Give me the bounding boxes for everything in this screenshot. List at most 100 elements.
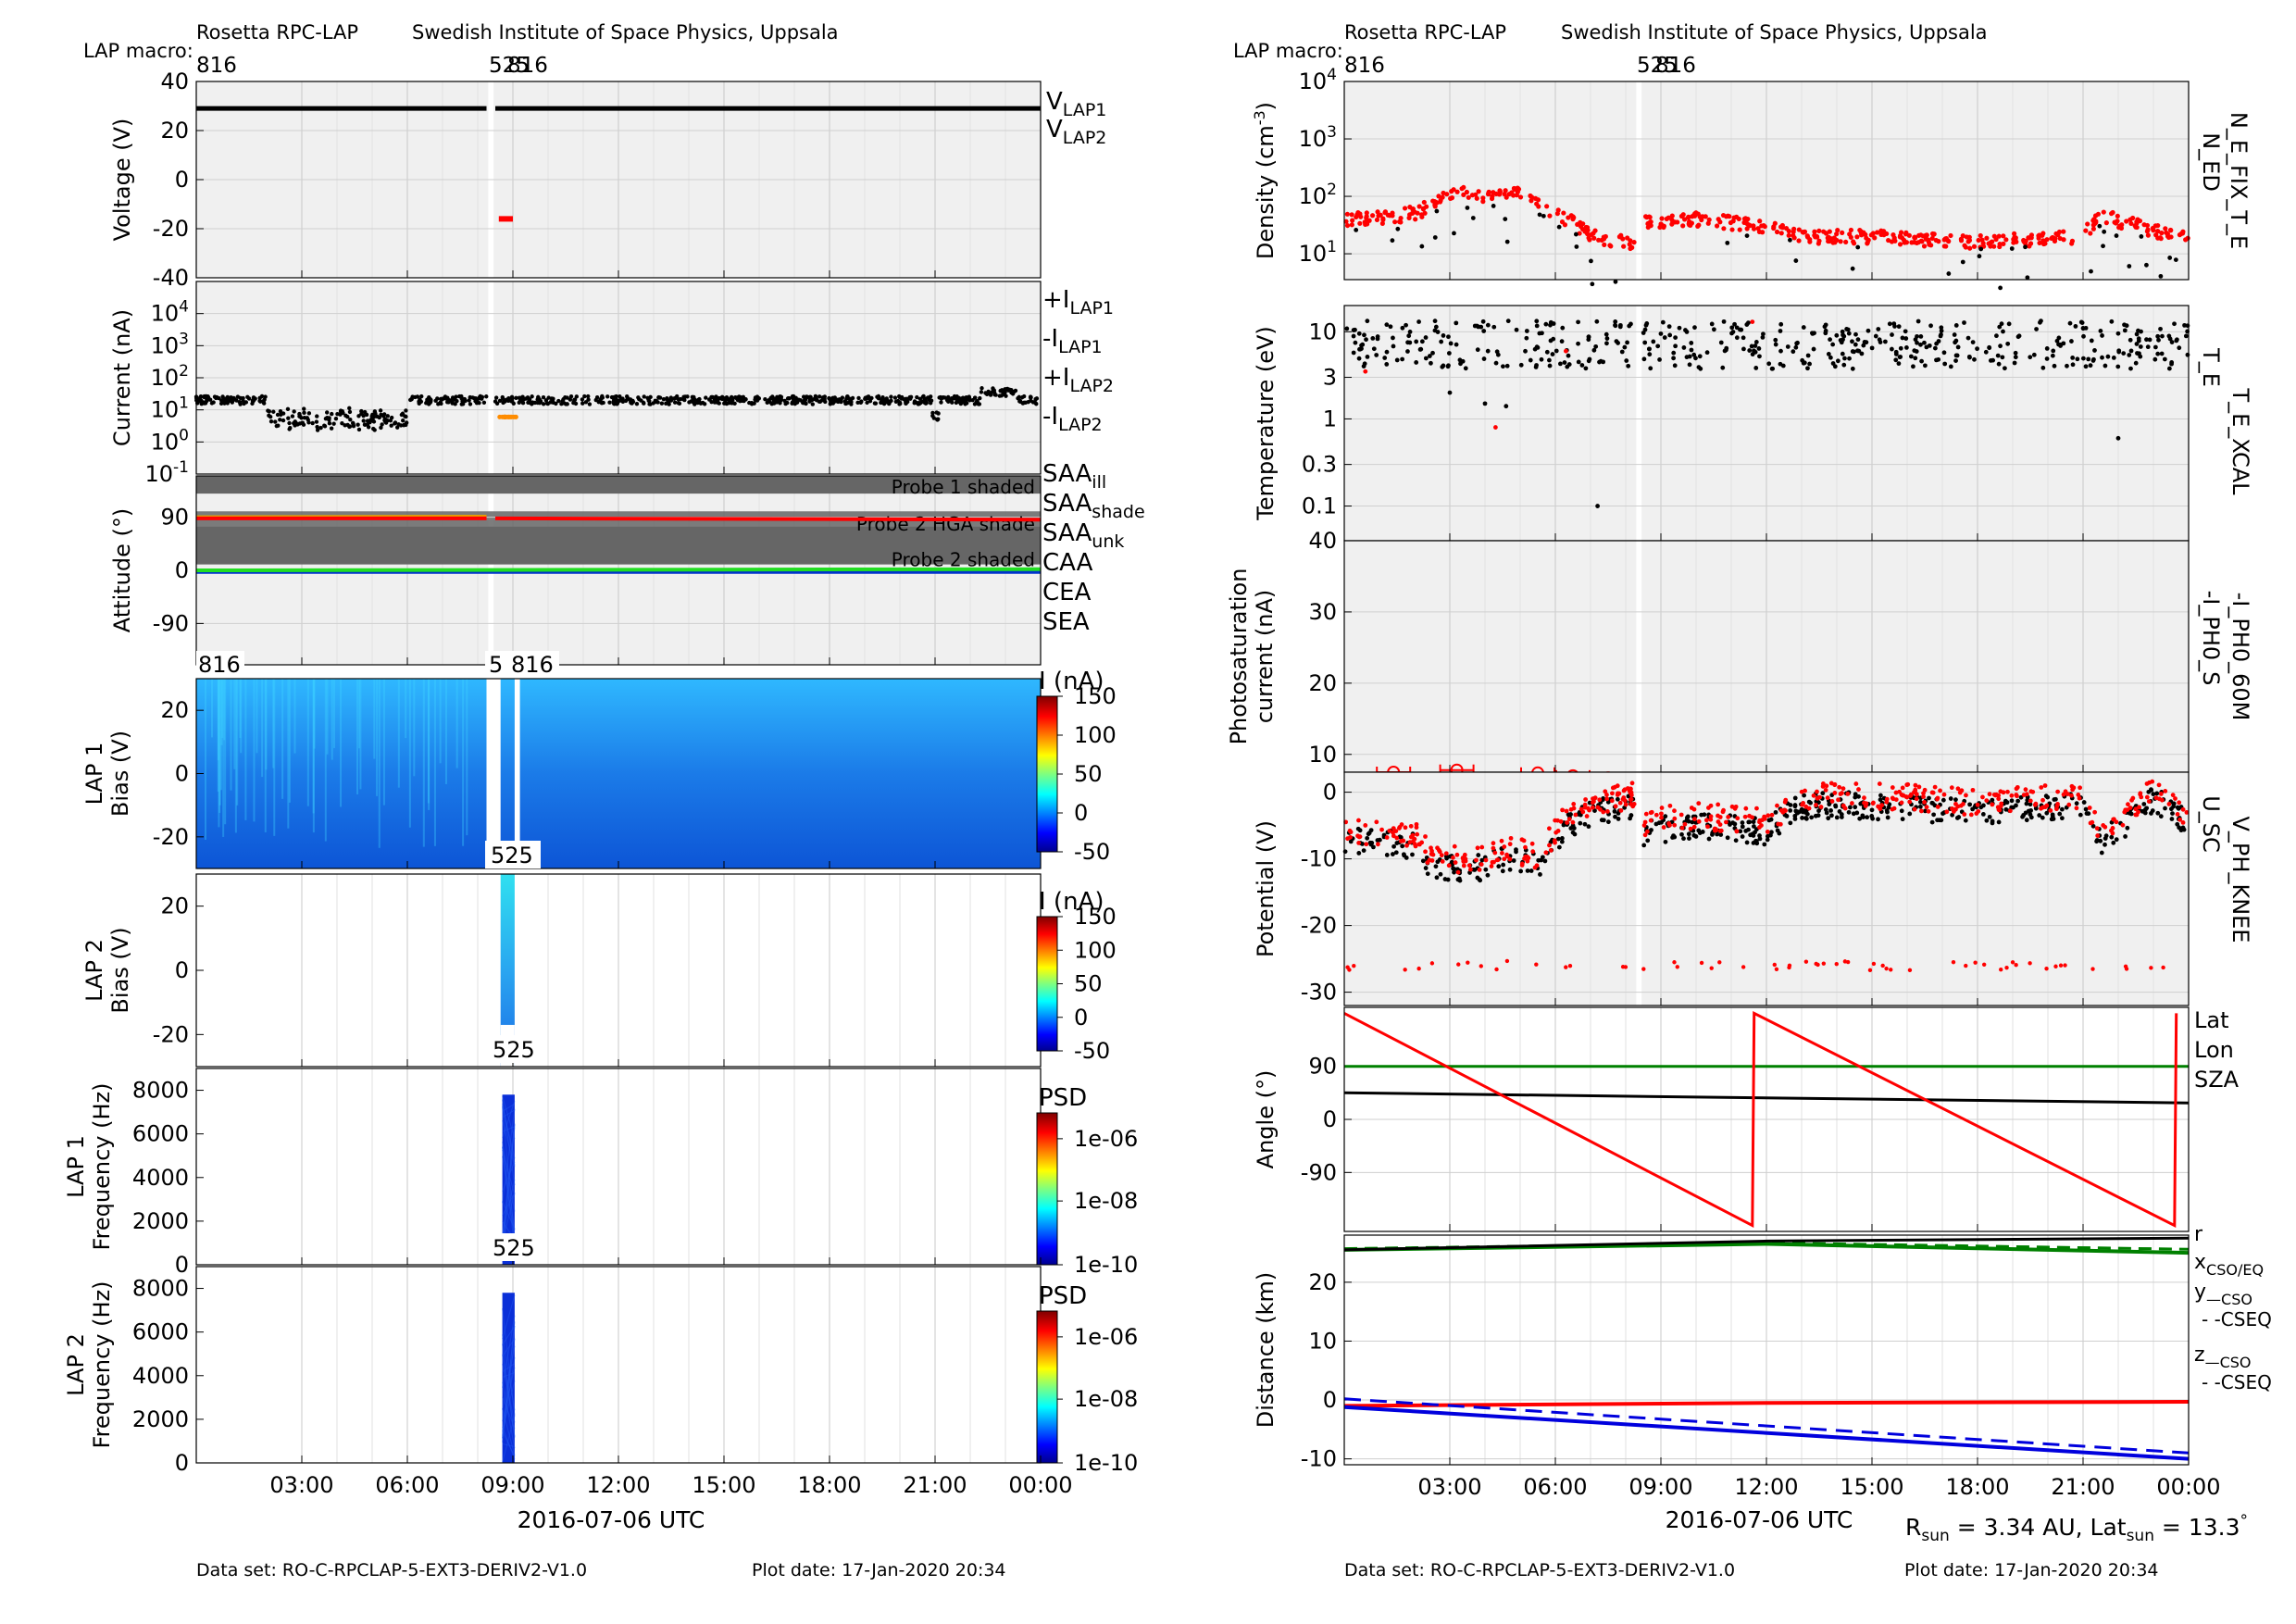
potential-vph-point — [1394, 835, 1400, 841]
temperature-ytick-label: 1 — [1323, 406, 1337, 431]
temperature-te-point — [2000, 355, 2005, 360]
current-lap1-point — [998, 388, 1003, 394]
lap1-bias-streak — [222, 679, 225, 837]
potential-vph-point — [1659, 806, 1665, 810]
density-ned-point — [1631, 240, 1637, 245]
photosat-ylabel: Photosaturationcurrent (nA) — [1226, 568, 1278, 745]
potential-usc-point — [1568, 812, 1573, 817]
current-lap2-point — [505, 414, 510, 419]
potential-vph-point — [1628, 790, 1633, 795]
lap1-bias-colorbar-tick: 150 — [1074, 683, 1117, 709]
potential-vph-point — [1832, 781, 1838, 787]
left-macro-525: 525 — [489, 54, 530, 78]
potential-vph-point — [2039, 785, 2044, 790]
temperature-te-point — [1547, 363, 1553, 369]
temperature-te-point — [2156, 337, 2161, 343]
potential-vph-point — [2175, 812, 2180, 817]
current-lap1-point — [520, 401, 526, 406]
density-ned-point — [1920, 233, 1926, 239]
current-lap1-point — [329, 426, 334, 431]
potential-vph-point — [2110, 826, 2115, 831]
temperature-te-point — [2159, 351, 2165, 356]
potential-usc-point — [1948, 796, 1953, 801]
current-lap1-point — [281, 418, 286, 423]
density-ned-point — [1480, 195, 1486, 201]
current-lap1-point — [302, 416, 307, 420]
temperature-te-point — [1934, 341, 1940, 346]
potential-vph-point — [2144, 794, 2150, 800]
temperature-te-point — [2075, 356, 2080, 362]
current-lap1-point — [564, 402, 568, 406]
temperature-te-point — [1485, 348, 1491, 354]
current-lap1-point — [991, 386, 995, 391]
temperature-te-point — [1672, 363, 1678, 369]
temperature-te-point — [1932, 345, 1938, 351]
potential-usc-point — [2086, 811, 2091, 817]
potential-usc-point — [1601, 818, 1606, 823]
potential-vph-point — [1429, 961, 1435, 966]
density-nefix-point — [2023, 244, 2028, 250]
current-lap1-point — [343, 413, 348, 418]
current-lap1-point — [221, 397, 226, 402]
temperature-te-point — [1441, 333, 1446, 338]
current-lap1-point — [224, 397, 230, 402]
temperature-te-point — [1882, 339, 1888, 344]
temperature-te-point — [1997, 324, 2003, 330]
potential-vph-point — [1716, 802, 1721, 807]
potential-vph-point — [1379, 827, 1384, 832]
density-ned-point — [2069, 241, 2075, 246]
potential-usc-point — [2052, 797, 2057, 802]
potential-vph-point — [2137, 805, 2141, 810]
potential-usc-point — [1824, 810, 1829, 816]
current-lap1-point — [637, 396, 642, 402]
lap1-bias-ytick-label: 0 — [175, 761, 189, 787]
density-ned-point — [1628, 238, 1633, 244]
temperature-te-point — [1830, 361, 1836, 366]
potential-vph-point — [1475, 845, 1480, 851]
voltage-ytick-label: 20 — [160, 118, 189, 144]
potential-vph-point — [2066, 802, 2072, 807]
potential-vph-point — [1957, 790, 1963, 795]
potential-vph-point — [1387, 828, 1392, 833]
temperature-te-point — [1579, 363, 1585, 368]
temperature-te-point — [1711, 327, 1716, 332]
temperature-te-point — [1720, 365, 1726, 370]
potential-vph-point — [1672, 808, 1677, 814]
density-ned-point — [1897, 242, 1903, 247]
density-ned-point — [2011, 231, 2017, 236]
current-lap1-point — [931, 416, 937, 420]
potential-vph-point — [1816, 962, 1820, 968]
lap1-bias-streak — [405, 679, 407, 739]
potential-vph-point — [1999, 968, 2003, 972]
potential-vph-point — [2033, 801, 2039, 806]
temperature-te-point — [2167, 336, 2173, 342]
potential-vph-point — [1364, 842, 1369, 847]
potential-vph-point — [2007, 808, 2013, 814]
lap1-bias-streak — [253, 679, 256, 822]
potential-usc-point — [1568, 826, 1574, 831]
density-ned-point — [1354, 214, 1359, 220]
distance-xtick-label: 21:00 — [2051, 1474, 2115, 1500]
potential-usc-point — [2043, 793, 2049, 799]
temperature-te-point — [2086, 356, 2091, 362]
density-nefix-point — [1574, 244, 1579, 249]
voltage-ylabel: Voltage (V) — [109, 119, 135, 242]
temperature-te-point — [1432, 319, 1438, 324]
potential-vph-point — [1408, 823, 1414, 829]
lap2-freq-xtick-label: 12:00 — [586, 1472, 650, 1498]
temperature-te-point — [1667, 332, 1673, 338]
current-lap1-point — [930, 410, 935, 416]
potential-vph-point — [1880, 963, 1885, 968]
density-ned-point — [1759, 223, 1765, 229]
potential-usc-point — [1653, 821, 1659, 827]
current-lap1-point — [459, 394, 464, 399]
temperature-te-point — [1365, 355, 1370, 359]
temperature-te-point — [1928, 323, 1933, 329]
temperature-te-point — [1840, 329, 1845, 334]
current-lap1-point — [237, 400, 242, 405]
current-lap1-point — [347, 406, 352, 411]
density-nefix-point — [1613, 279, 1618, 284]
temperature-te-point — [2121, 351, 2127, 356]
temperature-te-point — [2040, 365, 2046, 370]
temperature-te-point — [1533, 365, 1539, 369]
